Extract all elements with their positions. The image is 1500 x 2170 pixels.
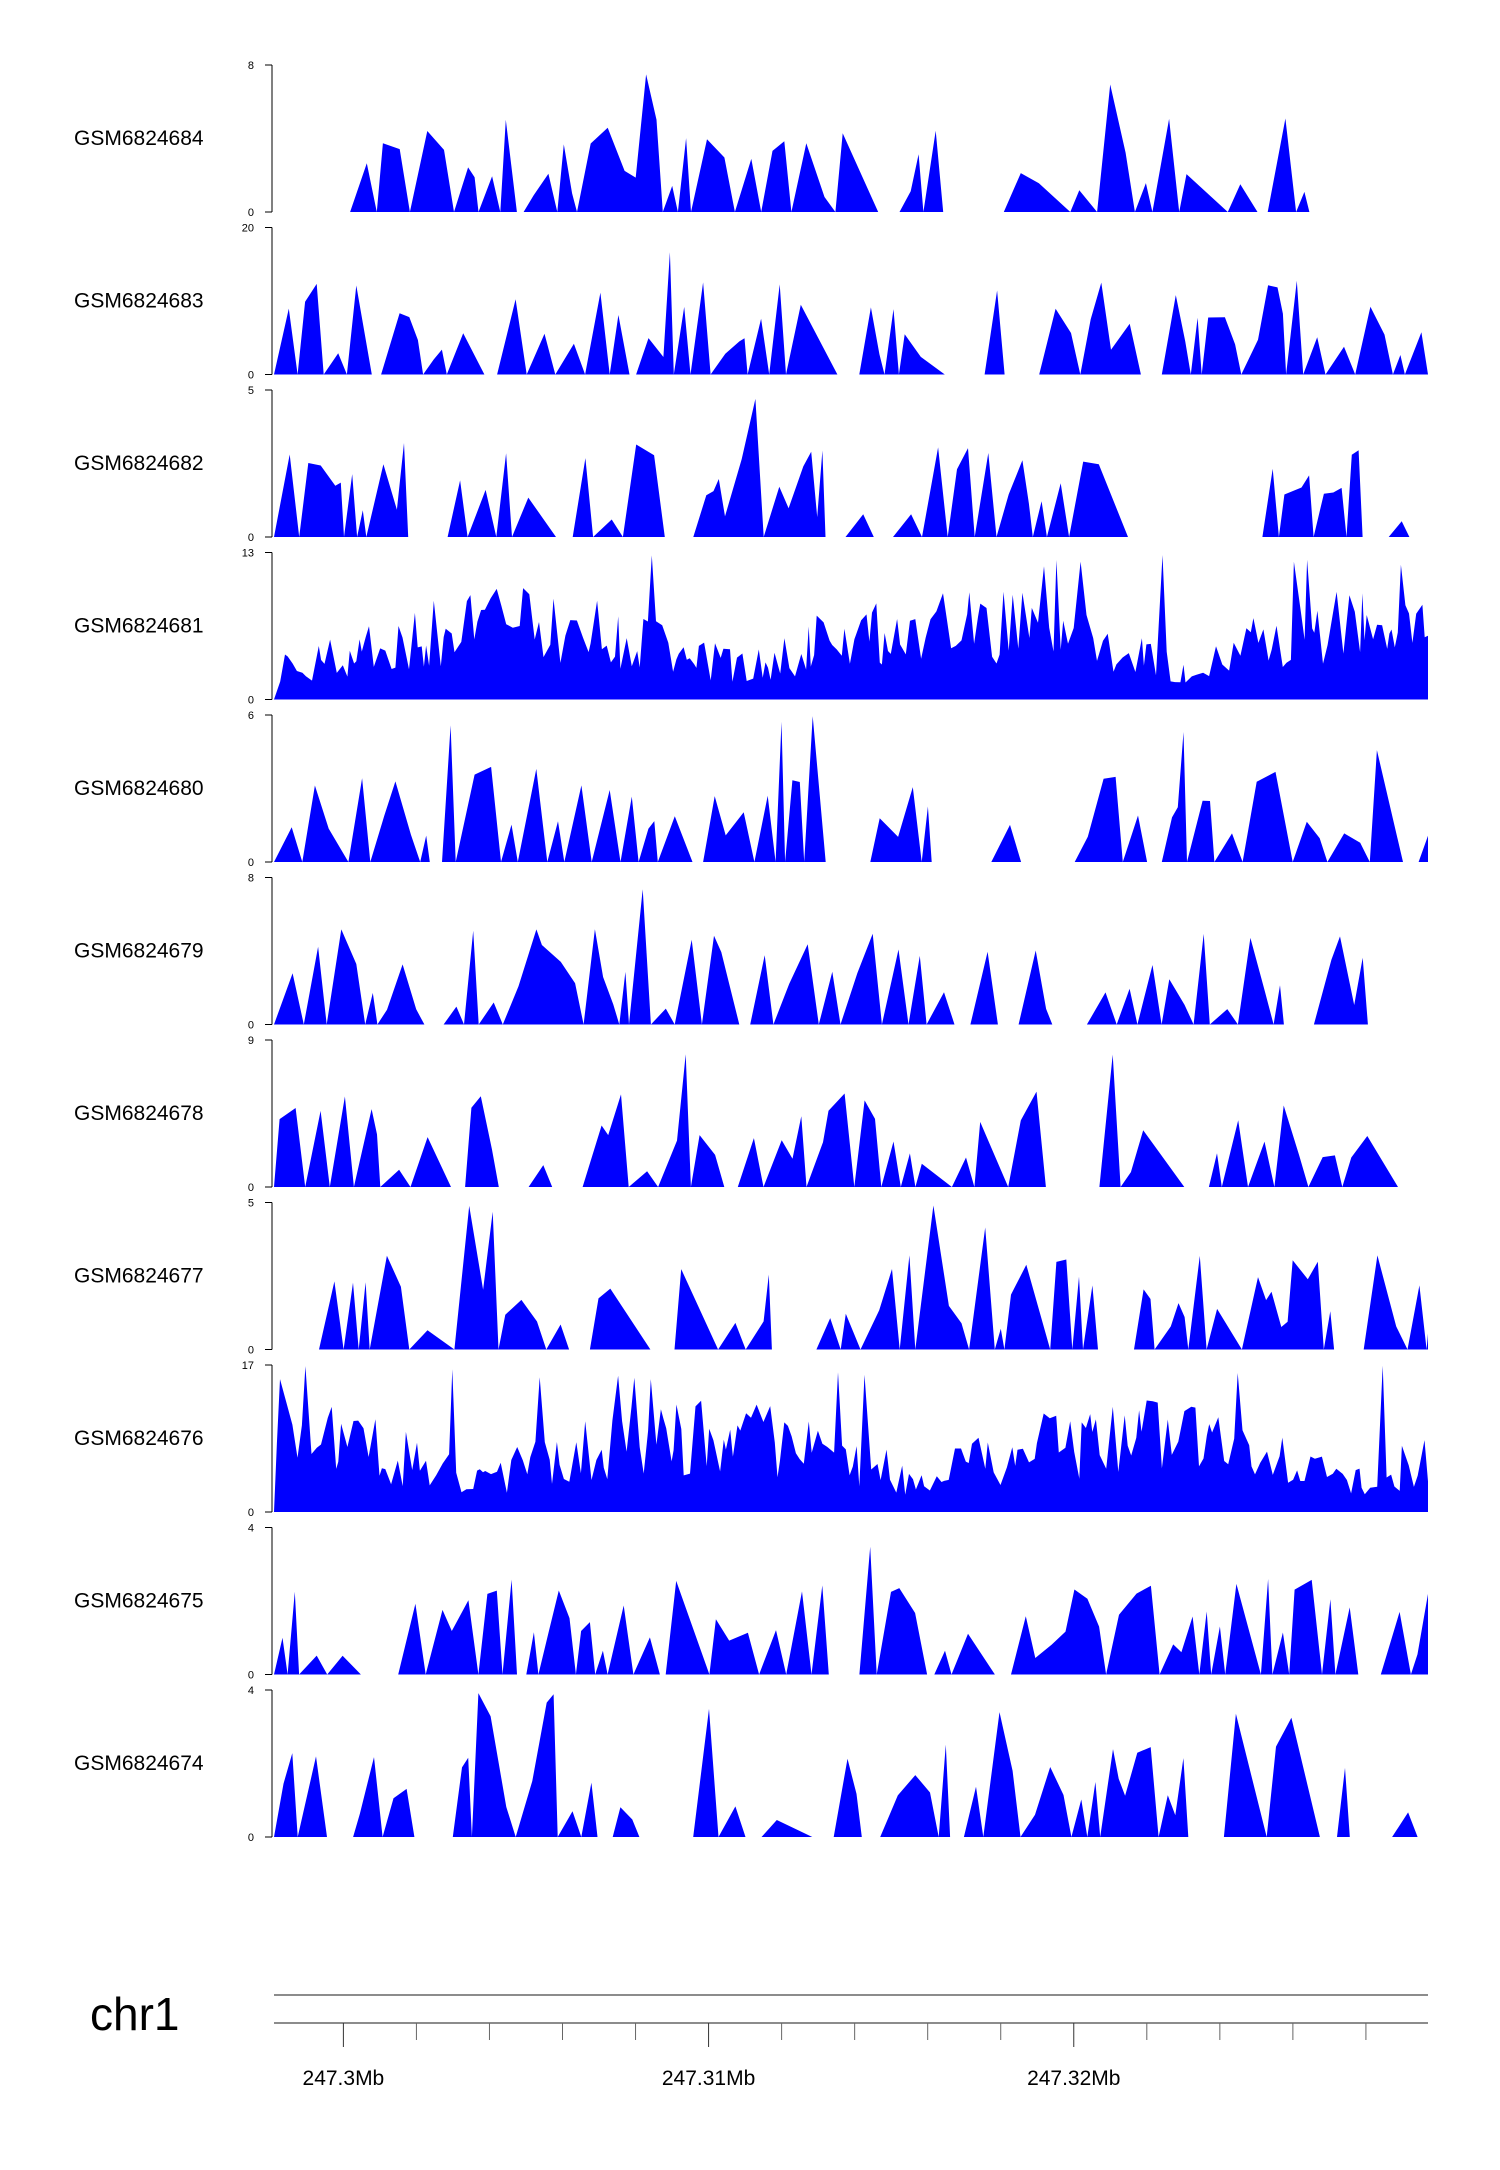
y-tick-label-zero: 0 bbox=[248, 1670, 254, 1682]
track-label: GSM6824683 bbox=[74, 290, 204, 313]
signal-area bbox=[274, 398, 1428, 537]
x-tick-label: 247.32Mb bbox=[1027, 2067, 1120, 2090]
track-label: GSM6824684 bbox=[74, 127, 204, 150]
track-label: GSM6824680 bbox=[74, 777, 204, 800]
tracks-layer: GSM682468480GSM6824683200GSM682468250GSM… bbox=[74, 60, 1428, 1844]
track-GSM6824674: GSM6824674 4 0 bbox=[74, 1685, 1428, 1844]
track-label: GSM6824681 bbox=[74, 615, 204, 638]
track-GSM6824679: GSM6824679 8 0 bbox=[74, 873, 1428, 1032]
y-tick-label-zero: 0 bbox=[248, 1507, 254, 1519]
track-label: GSM6824682 bbox=[74, 452, 204, 475]
y-tick-label-max: 5 bbox=[248, 1198, 254, 1210]
signal-area bbox=[274, 716, 1428, 862]
y-tick-label-max: 20 bbox=[242, 223, 254, 235]
track-GSM6824677: GSM6824677 5 0 bbox=[74, 1198, 1428, 1357]
chromosome-label: chr1 bbox=[90, 1988, 179, 2040]
y-tick-label-max: 4 bbox=[248, 1685, 254, 1697]
y-tick-label-max: 4 bbox=[248, 1523, 254, 1535]
y-tick-label-zero: 0 bbox=[248, 695, 254, 707]
track-GSM6824682: GSM6824682 5 0 bbox=[74, 385, 1428, 544]
y-tick-label-max: 6 bbox=[248, 710, 254, 722]
track-GSM6824680: GSM6824680 6 0 bbox=[74, 710, 1428, 869]
y-tick-label-zero: 0 bbox=[248, 207, 254, 219]
genome-axis: chr1 247.3Mb 247.31Mb 247.32Mb bbox=[90, 1988, 1428, 2090]
y-tick-label-max: 5 bbox=[248, 385, 254, 397]
track-label: GSM6824677 bbox=[74, 1265, 204, 1288]
y-tick-label-zero: 0 bbox=[248, 857, 254, 869]
y-tick-label-zero: 0 bbox=[248, 1020, 254, 1032]
signal-area bbox=[274, 1365, 1428, 1512]
y-tick-label-max: 8 bbox=[248, 873, 254, 885]
signal-area bbox=[274, 74, 1428, 213]
track-label: GSM6824679 bbox=[74, 940, 204, 963]
track-label: GSM6824674 bbox=[74, 1752, 204, 1775]
signal-area bbox=[274, 1054, 1428, 1187]
y-tick-label-zero: 0 bbox=[248, 1345, 254, 1357]
y-tick-label-zero: 0 bbox=[248, 1832, 254, 1844]
x-tick-label: 247.3Mb bbox=[303, 2067, 385, 2090]
track-GSM6824681: GSM6824681 13 0 bbox=[74, 548, 1428, 707]
track-label: GSM6824676 bbox=[74, 1427, 204, 1450]
y-tick-label-max: 17 bbox=[242, 1360, 254, 1372]
signal-area bbox=[274, 252, 1428, 375]
track-GSM6824678: GSM6824678 9 0 bbox=[74, 1035, 1428, 1194]
track-GSM6824683: GSM6824683 20 0 bbox=[74, 223, 1428, 382]
track-GSM6824676: GSM6824676 17 0 bbox=[74, 1360, 1428, 1519]
signal-area bbox=[274, 1693, 1428, 1837]
signal-area bbox=[274, 889, 1428, 1025]
track-label: GSM6824678 bbox=[74, 1102, 204, 1125]
track-GSM6824684: GSM6824684 8 0 bbox=[74, 60, 1428, 219]
signal-area bbox=[274, 1546, 1428, 1675]
y-tick-label-zero: 0 bbox=[248, 532, 254, 544]
y-tick-label-max: 8 bbox=[248, 60, 254, 72]
y-tick-label-max: 13 bbox=[242, 548, 254, 560]
y-tick-label-zero: 0 bbox=[248, 370, 254, 382]
y-tick-label-max: 9 bbox=[248, 1035, 254, 1047]
track-GSM6824675: GSM6824675 4 0 bbox=[74, 1523, 1428, 1682]
y-tick-label-zero: 0 bbox=[248, 1182, 254, 1194]
signal-area bbox=[274, 555, 1428, 700]
signal-area bbox=[274, 1205, 1428, 1350]
track-label: GSM6824675 bbox=[74, 1590, 204, 1613]
x-tick-label: 247.31Mb bbox=[662, 2067, 755, 2090]
